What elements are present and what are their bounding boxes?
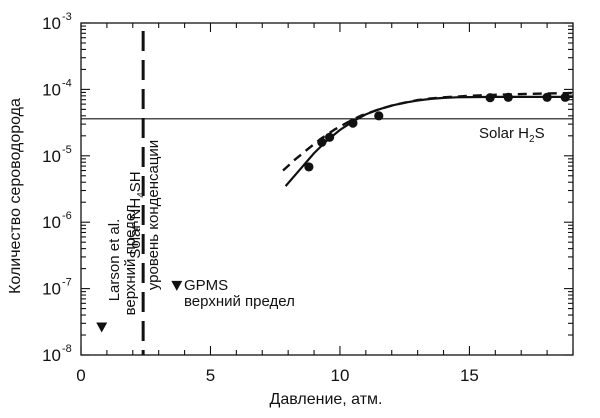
x-tick-label: 15 (460, 366, 479, 385)
y-tick-label: 10 (42, 80, 61, 99)
dashed-model-line (282, 91, 574, 172)
nh4sh-condensation-label: Solar NH4SH уровень конденсации (127, 140, 162, 290)
x-tick-label: 0 (76, 366, 85, 385)
y-tick-label: 10 (42, 147, 61, 166)
y-tick-exponent: -8 (62, 343, 72, 355)
nh4sh-label-condensation: уровень конденсации (145, 140, 162, 290)
solar-h2s-label-end: S (535, 125, 545, 142)
gpms-label: GPMS верхний предел (184, 277, 295, 310)
gpms-label-upper-limit: верхний предел (184, 293, 295, 310)
y-tick-exponent: -6 (62, 210, 72, 222)
upper-limit-marker (96, 322, 108, 333)
y-tick-base: 10 (42, 213, 61, 232)
gpms-label-name: GPMS (184, 277, 228, 294)
y-tick-label: 10 (42, 213, 61, 232)
svg-text:Solar H2S: Solar H2S (479, 125, 545, 145)
svg-text:Solar NH4SH: Solar NH4SH (127, 171, 147, 258)
y-tick-base: 10 (42, 80, 61, 99)
y-tick-exponent: -7 (62, 277, 72, 289)
x-tick-label: 10 (330, 366, 349, 385)
y-tick-base: 10 (42, 280, 61, 299)
larson-label-name: Larson et al. (106, 219, 123, 302)
y-tick-base: 10 (42, 147, 61, 166)
data-point (374, 111, 384, 121)
y-axis-label: Количество сероводорода (7, 98, 24, 294)
solar-h2s-label-sub: 2 (529, 134, 535, 145)
y-tick-base: 10 (42, 14, 61, 33)
upper-limit-marker (171, 280, 183, 291)
data-point (304, 162, 314, 172)
y-tick-exponent: -4 (62, 77, 72, 89)
y-tick-label: 10 (42, 14, 61, 33)
x-tick-label: 5 (206, 366, 215, 385)
y-tick-labels: 10-810-710-610-510-410-3 (42, 11, 72, 365)
x-axis-label: Давление, атм. (270, 391, 383, 408)
x-tick-labels: 0 5 10 15 (76, 366, 479, 385)
plot-area (80, 22, 574, 356)
nh4sh-label-main: Solar NH (127, 198, 144, 259)
nh4sh-label-sub: 4 (136, 192, 147, 198)
y-tick-label: 10 (42, 280, 61, 299)
solar-h2s-label: Solar H2S (479, 125, 545, 145)
y-tick-exponent: -5 (62, 144, 72, 156)
y-tick-base: 10 (42, 346, 61, 365)
nh4sh-label-end: SH (127, 171, 144, 192)
plot-frame (80, 22, 574, 356)
solar-h2s-label-main: Solar H (479, 125, 529, 142)
larson-label-upper-limit: верхний предел (122, 205, 139, 316)
y-tick-exponent: -3 (62, 11, 72, 23)
larson-label: Larson et al. верхний предел (106, 205, 139, 316)
y-tick-label: 10 (42, 346, 61, 365)
